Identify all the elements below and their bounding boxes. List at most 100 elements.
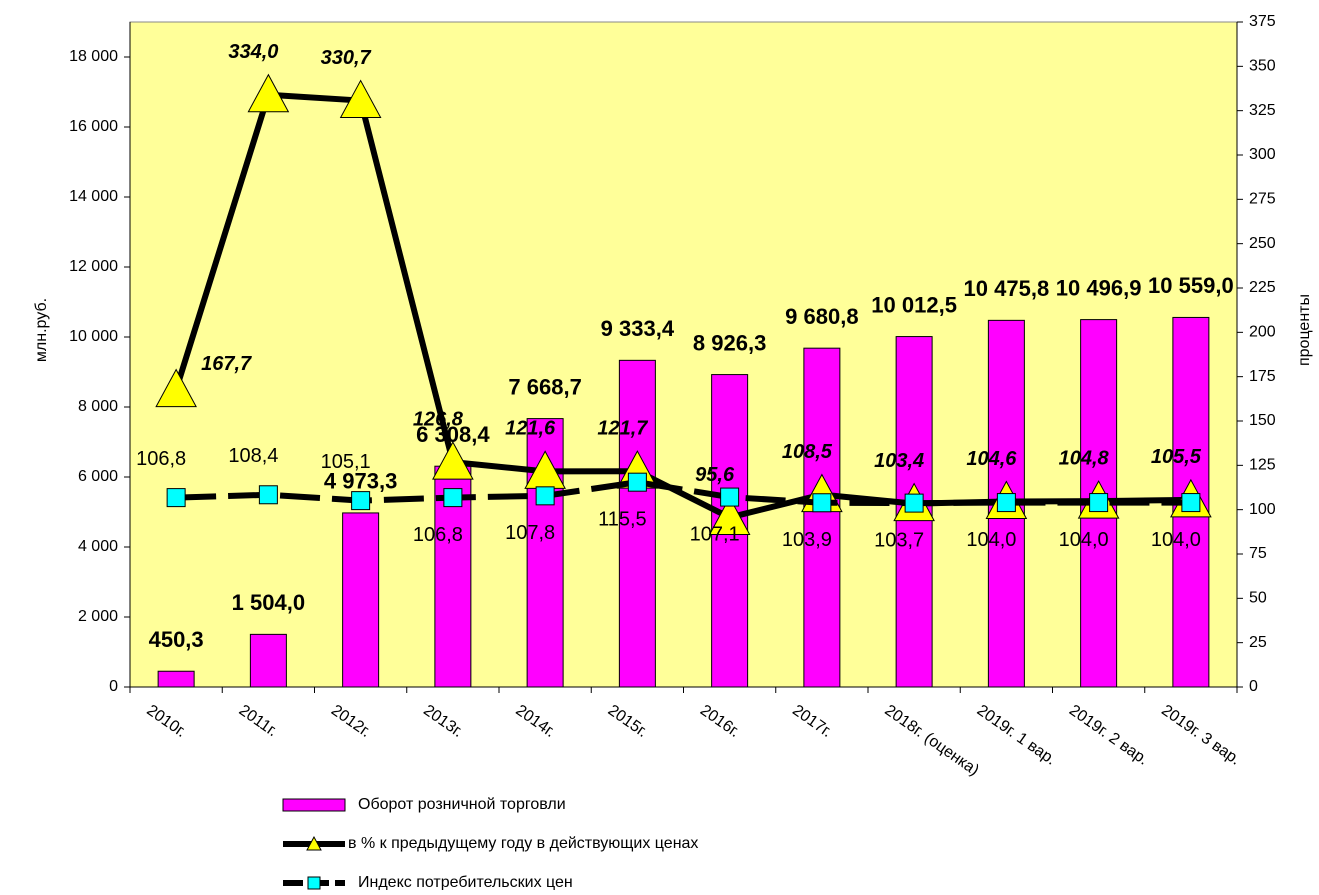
y2-tick-label: 325 [1249, 102, 1276, 119]
y2-tick-label: 375 [1249, 13, 1276, 30]
x-tick-label: 2016г. [697, 702, 743, 741]
bar [342, 512, 380, 688]
bar-value-label: 10 559,0 [1148, 273, 1234, 298]
y-tick-label: 8 000 [78, 398, 118, 415]
triangle-marker [708, 496, 751, 535]
x-tick-label: 2019г. 2 вар. [1066, 702, 1151, 769]
bar-value-label: 4 973,3 [324, 469, 397, 494]
line-value-label: 167,7 [201, 353, 252, 375]
legend-marker [306, 835, 322, 851]
x-tick-label: 2019г. 1 вар. [974, 702, 1059, 769]
square-marker [812, 493, 832, 513]
line-value-label: 106,8 [413, 524, 463, 546]
x-tick-label: 2012г. [328, 702, 374, 741]
y2-tick-label: 350 [1249, 58, 1276, 75]
bar-value-label: 10 475,8 [964, 276, 1050, 301]
line-value-label: 104,0 [966, 529, 1016, 551]
y2-tick-label: 75 [1249, 545, 1267, 562]
square-marker [904, 493, 924, 513]
line-value-label: 107,1 [690, 523, 740, 545]
triangle-marker [339, 79, 382, 119]
line-value-label: 115,5 [598, 508, 647, 530]
y2-tick-label: 25 [1249, 634, 1267, 651]
square-marker [535, 486, 555, 506]
line-value-label: 330,7 [321, 47, 372, 69]
line-value-label: 105,5 [1151, 446, 1202, 468]
line-value-label: 104,8 [1059, 447, 1110, 469]
y2-tick-label: 200 [1249, 324, 1276, 341]
square-marker [1181, 493, 1201, 513]
bar-value-label: 1 504,0 [232, 590, 305, 615]
line-value-label: 108,5 [782, 441, 833, 463]
y2-tick-label: 175 [1249, 368, 1276, 385]
bar [618, 359, 656, 688]
x-tick-label: 2019г. 3 вар. [1158, 702, 1243, 769]
y-tick-label: 2 000 [78, 608, 118, 625]
line-value-label: 95,6 [695, 464, 735, 486]
x-tick-label: 2011г. [236, 702, 281, 740]
line-value-label: 103,7 [874, 529, 924, 551]
square-marker [996, 493, 1016, 513]
triangle-marker [432, 441, 474, 480]
bar [803, 347, 841, 688]
plot-area [129, 21, 1238, 688]
bar-value-label: 10 496,9 [1056, 275, 1142, 300]
y2-tick-label: 275 [1249, 191, 1276, 208]
y-tick-label: 18 000 [69, 48, 118, 65]
legend-label: в % к предыдущему году в действующих цен… [348, 835, 698, 852]
y-axis-label: млн.руб. [33, 298, 50, 362]
square-marker [351, 491, 371, 511]
line-value-label: 104,0 [1059, 529, 1109, 551]
y-tick-label: 14 000 [69, 188, 118, 205]
y2-tick-label: 300 [1249, 146, 1276, 163]
line-value-label: 126,8 [413, 408, 464, 430]
x-tick-label: 2018г. (оценка) [881, 702, 982, 780]
triangle-marker [155, 368, 197, 408]
bar-value-label: 7 668,7 [508, 374, 581, 399]
line-value-label: 121,7 [597, 417, 648, 439]
y2-axis-label: проценты [1296, 294, 1313, 366]
bar-value-label: 10 012,5 [871, 292, 957, 317]
square-marker [1089, 493, 1109, 513]
line-value-label: 103,4 [874, 450, 924, 472]
y-tick-label: 16 000 [69, 118, 118, 135]
line-value-label: 103,9 [782, 529, 832, 551]
bar-value-label: 8 926,3 [693, 330, 766, 355]
legend-label: Индекс потребительских цен [358, 874, 573, 890]
x-tick-label: 2015г. [605, 702, 651, 741]
x-tick-label: 2013г. [420, 702, 466, 741]
x-tick-label: 2014г. [512, 702, 558, 741]
line-value-label: 106,8 [136, 448, 186, 470]
square-marker [443, 488, 463, 508]
y2-tick-label: 250 [1249, 235, 1276, 252]
x-tick-label: 2017г. [789, 702, 835, 741]
y-tick-label: 0 [109, 678, 118, 695]
triangle-marker [247, 73, 290, 113]
line [176, 479, 1191, 507]
line-value-label: 107,8 [505, 522, 555, 544]
y-tick-label: 10 000 [69, 328, 118, 345]
square-marker [720, 487, 740, 507]
bar [157, 670, 195, 688]
line-value-label: 334,0 [228, 41, 278, 63]
legend-label: Оборот розничной торговли [358, 796, 566, 813]
line-value-label: 108,4 [228, 445, 278, 467]
y2-tick-label: 150 [1249, 412, 1276, 429]
y-tick-label: 6 000 [78, 468, 118, 485]
line-value-label: 105,1 [321, 451, 371, 473]
bar-value-label: 9 680,8 [785, 304, 858, 329]
y2-tick-label: 225 [1249, 279, 1276, 296]
square-marker [166, 488, 186, 508]
line-value-label: 121,6 [505, 418, 556, 440]
y2-tick-label: 100 [1249, 501, 1276, 518]
bar-value-label: 450,3 [149, 627, 204, 652]
y2-tick-label: 125 [1249, 457, 1276, 474]
y2-tick-label: 0 [1249, 678, 1258, 695]
square-marker [627, 472, 647, 492]
y2-tick-label: 50 [1249, 590, 1267, 607]
x-tick-label: 2010г. [143, 702, 189, 741]
y-tick-label: 4 000 [78, 538, 118, 555]
legend-marker [307, 876, 321, 890]
bar [249, 633, 287, 688]
